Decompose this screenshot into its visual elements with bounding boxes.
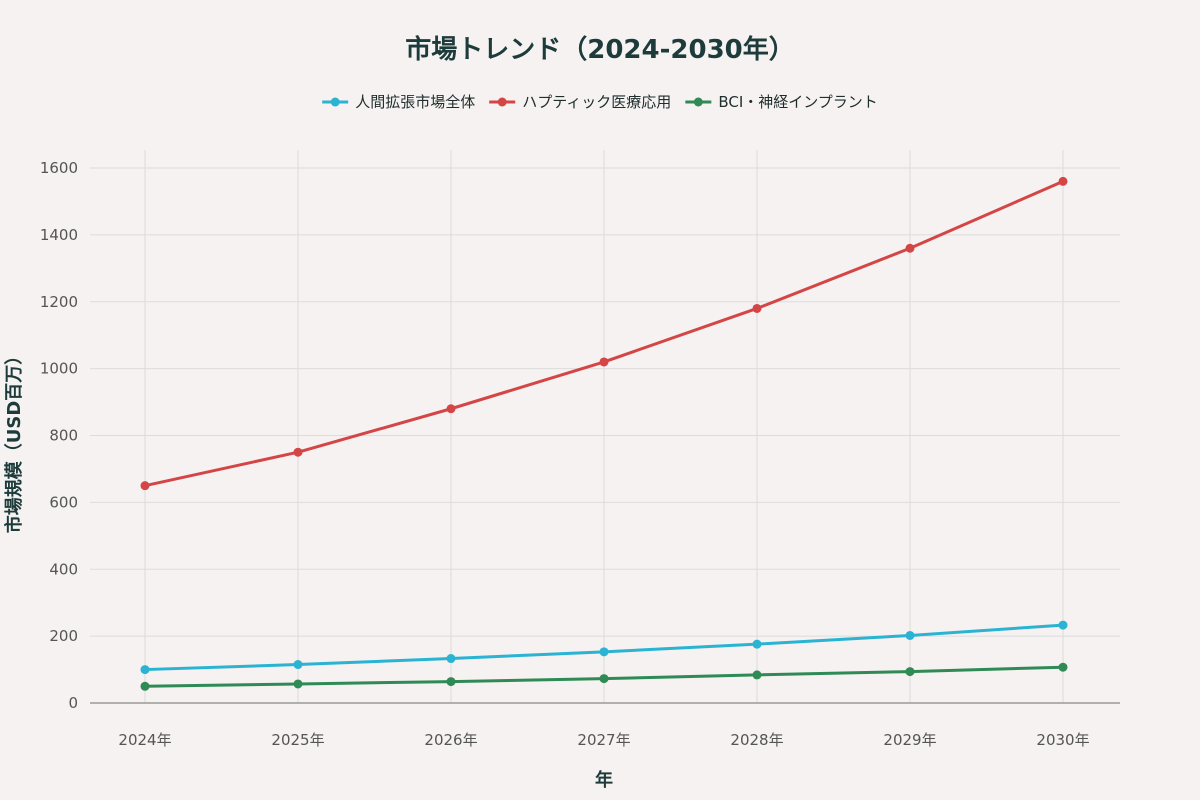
legend-swatch-dot (330, 97, 340, 107)
data-point[interactable] (1058, 620, 1068, 630)
legend-item[interactable]: 人間拡張市場全体 (322, 93, 475, 111)
y-axis-title: 市場規模（USD百万） (3, 347, 25, 534)
legend-swatch-dot (693, 97, 703, 107)
data-point[interactable] (446, 404, 456, 414)
legend-label: ハプティック医療応用 (522, 93, 671, 111)
data-point[interactable] (1058, 662, 1068, 672)
data-point[interactable] (599, 674, 609, 684)
data-point[interactable] (446, 677, 456, 687)
data-point[interactable] (599, 357, 609, 367)
data-point[interactable] (1058, 176, 1068, 186)
y-tick-label: 800 (49, 427, 78, 445)
series-2 (140, 662, 1068, 691)
legend-label: BCI・神経インプラント (718, 93, 877, 111)
x-tick-label: 2028年 (730, 731, 783, 749)
y-tick-label: 1400 (40, 226, 78, 244)
y-tick-label: 1000 (40, 360, 78, 378)
x-tick-label: 2024年 (118, 731, 171, 749)
data-point[interactable] (140, 481, 150, 491)
x-tick-label: 2026年 (424, 731, 477, 749)
y-tick-label: 1200 (40, 293, 78, 311)
data-point[interactable] (752, 639, 762, 649)
x-axis-ticks: 2024年 2025年 2026年 2027年 2028年 2029年 2030年 (118, 731, 1089, 749)
data-point[interactable] (446, 654, 456, 664)
y-tick-label: 1600 (40, 159, 78, 177)
data-point[interactable] (905, 630, 915, 640)
x-tick-label: 2029年 (883, 731, 936, 749)
x-axis-title: 年 (595, 769, 613, 791)
y-tick-label: 0 (68, 694, 78, 712)
y-tick-label: 400 (49, 560, 78, 578)
data-point[interactable] (293, 679, 303, 689)
data-point[interactable] (599, 647, 609, 657)
series-group (140, 176, 1068, 691)
legend: 人間拡張市場全体 ハプティック医療応用 BCI・神経インプラント (322, 93, 878, 111)
data-point[interactable] (752, 670, 762, 680)
legend-label: 人間拡張市場全体 (355, 93, 475, 111)
legend-swatch-dot (497, 97, 507, 107)
data-point[interactable] (905, 243, 915, 253)
y-tick-label: 200 (49, 627, 78, 645)
data-point[interactable] (293, 660, 303, 670)
series-1 (140, 176, 1068, 491)
data-point[interactable] (905, 667, 915, 677)
data-point[interactable] (140, 681, 150, 691)
chart-title: 市場トレンド（2024-2030年） (405, 34, 795, 65)
legend-item[interactable]: ハプティック医療応用 (489, 93, 671, 111)
grid (90, 150, 1120, 704)
data-point[interactable] (293, 447, 303, 457)
x-tick-label: 2025年 (271, 731, 324, 749)
data-point[interactable] (752, 303, 762, 313)
series-0 (140, 620, 1068, 675)
x-tick-label: 2027年 (577, 731, 630, 749)
x-tick-label: 2030年 (1036, 731, 1089, 749)
data-point[interactable] (140, 665, 150, 675)
y-axis-ticks: 0 200 400 600 800 1000 1200 1400 1600 (40, 159, 78, 712)
legend-item[interactable]: BCI・神経インプラント (685, 93, 878, 111)
y-tick-label: 600 (49, 493, 78, 511)
